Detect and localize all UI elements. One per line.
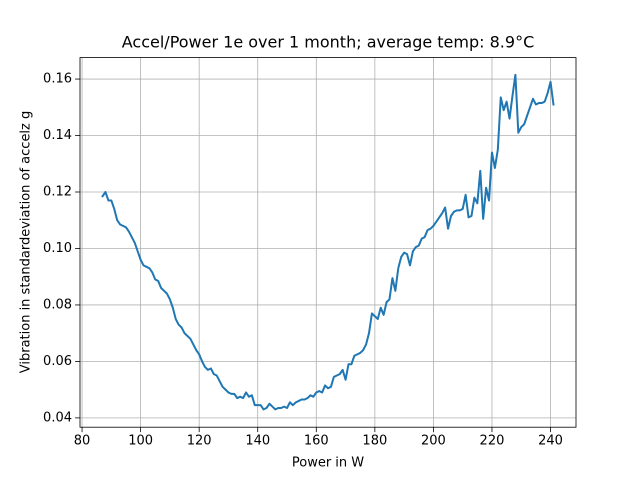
x-tick-label: 200 [421,434,446,449]
plot-frame [79,57,577,428]
y-tick-label: 0.08 [43,297,72,312]
y-tick-label: 0.12 [43,185,72,200]
y-tick-label: 0.14 [43,128,72,143]
y-tick-label: 0.10 [43,241,72,256]
x-tick-label: 140 [245,434,270,449]
x-tick-label: 120 [187,434,212,449]
y-tick-label: 0.04 [43,410,72,425]
y-axis-label: Vibration in standardeviation of accelz … [19,111,34,374]
x-tick-label: 220 [480,434,505,449]
chart-title: Accel/Power 1e over 1 month; average tem… [122,33,534,52]
x-tick-label: 100 [128,434,153,449]
x-axis-label: Power in W [292,456,364,471]
y-tick-label: 0.06 [43,354,72,369]
x-tick-label: 240 [538,434,563,449]
x-tick-label: 80 [74,434,91,449]
x-tick-label: 180 [362,434,387,449]
line-series [101,73,555,411]
y-tick-label: 0.16 [43,72,72,87]
x-tick-label: 160 [304,434,329,449]
